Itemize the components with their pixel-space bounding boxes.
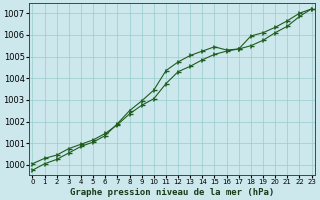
X-axis label: Graphe pression niveau de la mer (hPa): Graphe pression niveau de la mer (hPa) bbox=[70, 188, 274, 197]
